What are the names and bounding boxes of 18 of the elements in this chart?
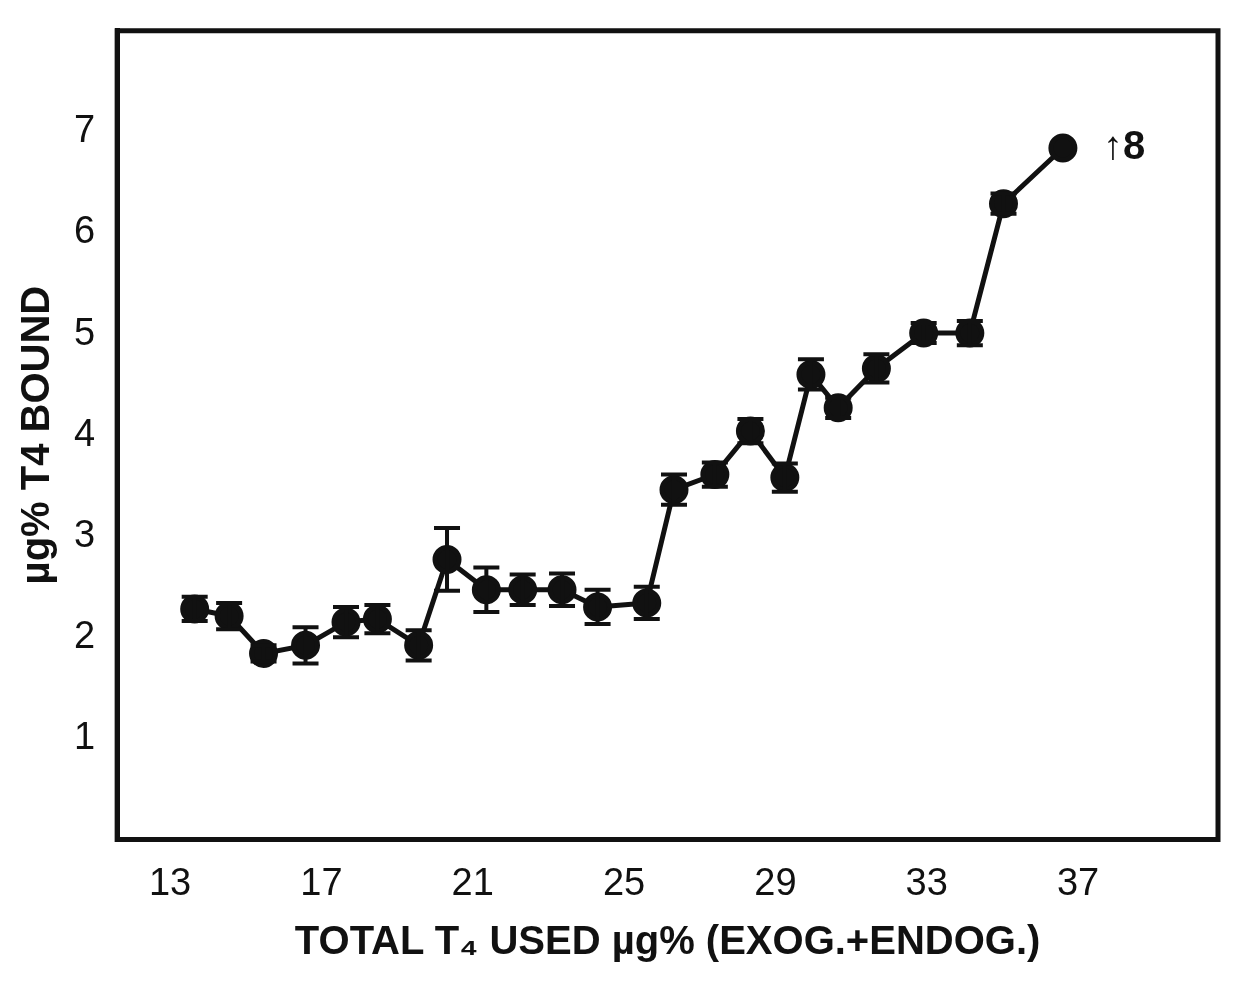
annotation: ↑8 [1102, 123, 1146, 168]
x-tick-label: 33 [905, 860, 948, 903]
x-tick-label: 25 [602, 860, 646, 903]
x-tick-label: 13 [148, 860, 192, 903]
y-tick-label: 5 [73, 310, 96, 353]
y-tick-label: 7 [73, 108, 96, 151]
y-tick-label: 6 [73, 209, 96, 252]
x-tick-label: 37 [1056, 860, 1100, 903]
point [1048, 133, 1078, 163]
x-axis-title: TOTAL T₄ USED µg% (EXOG.+ENDOG.) [294, 918, 1041, 963]
x-tick-label: 21 [451, 860, 494, 903]
y-tick-label: 4 [73, 411, 96, 454]
y-axis-title: µg% T4 BOUND [13, 285, 58, 585]
y-tick-label: 3 [73, 512, 96, 555]
x-tick-label: 29 [754, 860, 797, 903]
x-tick-label: 17 [300, 860, 343, 903]
y-tick-label: 1 [73, 714, 96, 757]
y-tick-label: 2 [73, 613, 96, 656]
